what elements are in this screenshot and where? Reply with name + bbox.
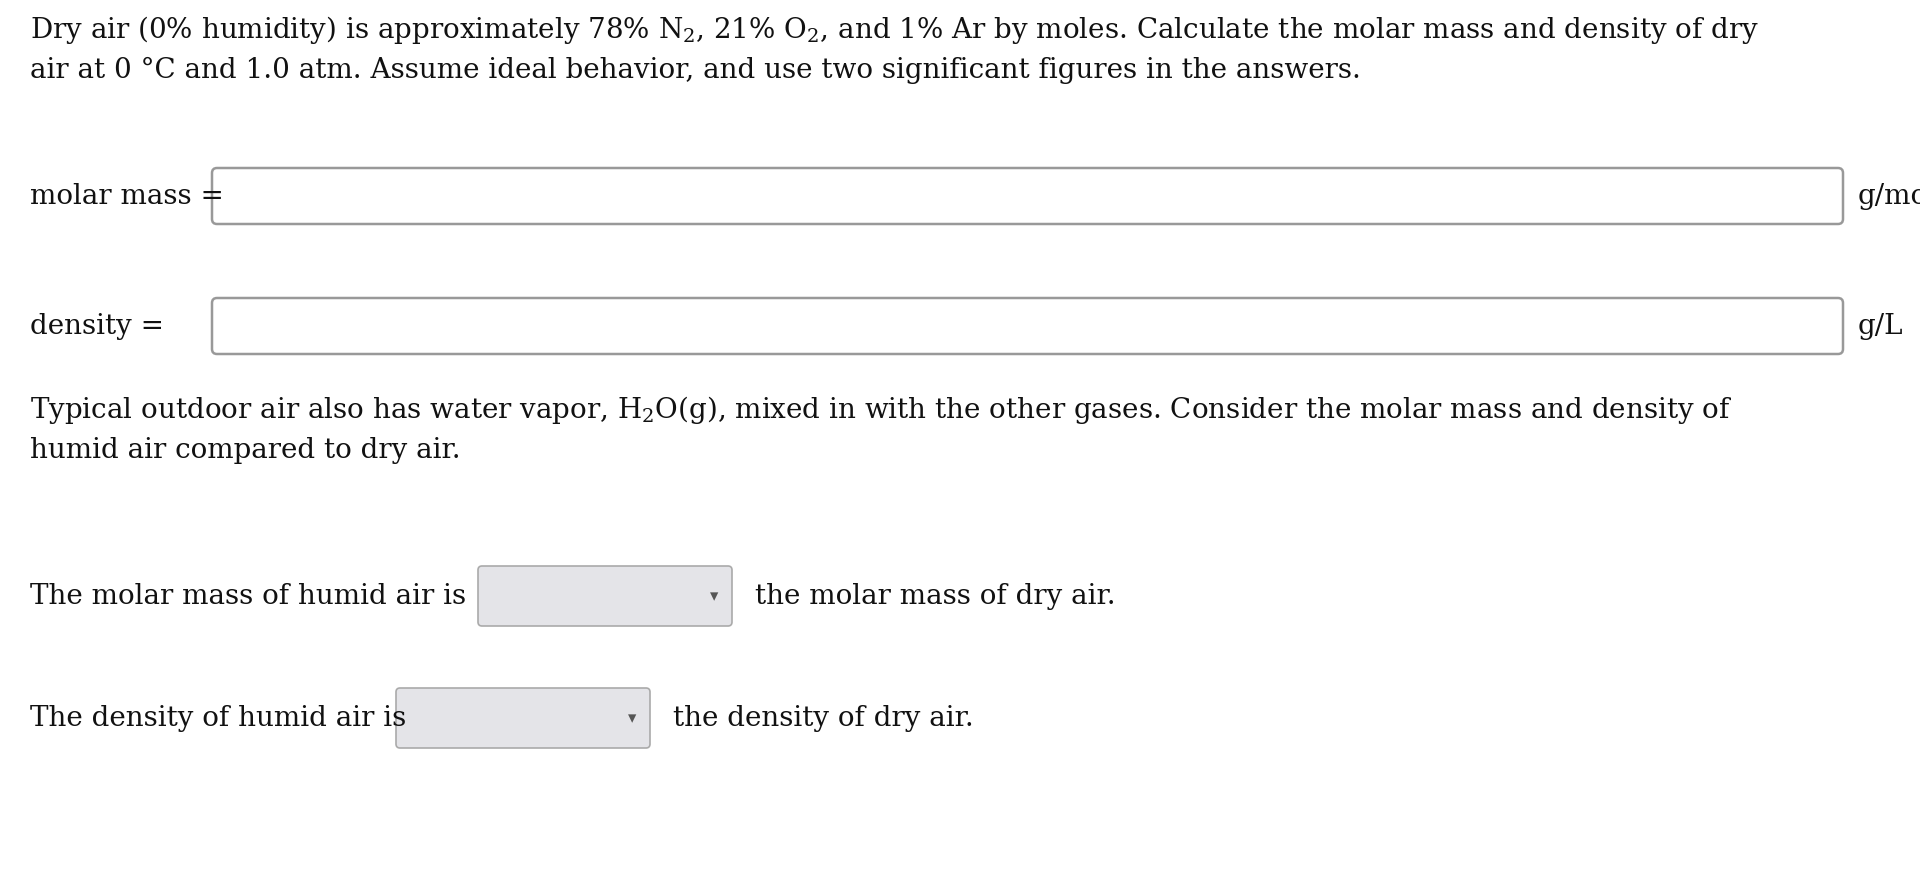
Text: density =: density =: [31, 313, 163, 339]
Text: the molar mass of dry air.: the molar mass of dry air.: [755, 582, 1116, 610]
FancyBboxPatch shape: [396, 688, 651, 748]
FancyBboxPatch shape: [478, 566, 732, 626]
Text: g/L: g/L: [1859, 313, 1903, 339]
Text: Dry air (0% humidity) is approximately 78% $\mathregular{N_2}$, 21% $\mathregula: Dry air (0% humidity) is approximately 7…: [31, 14, 1759, 46]
Text: The molar mass of humid air is: The molar mass of humid air is: [31, 582, 467, 610]
Text: molar mass =: molar mass =: [31, 183, 225, 209]
Text: the density of dry air.: the density of dry air.: [674, 704, 973, 732]
FancyBboxPatch shape: [211, 298, 1843, 354]
Text: g/mol: g/mol: [1859, 183, 1920, 209]
FancyBboxPatch shape: [211, 168, 1843, 224]
Text: The density of humid air is: The density of humid air is: [31, 704, 407, 732]
Text: ▾: ▾: [710, 587, 718, 605]
Text: air at 0 °C and 1.0 atm. Assume ideal behavior, and use two significant figures : air at 0 °C and 1.0 atm. Assume ideal be…: [31, 57, 1361, 84]
Text: humid air compared to dry air.: humid air compared to dry air.: [31, 437, 461, 464]
Text: Typical outdoor air also has water vapor, $\mathregular{H_2O}$(g), mixed in with: Typical outdoor air also has water vapor…: [31, 394, 1732, 426]
Text: ▾: ▾: [628, 709, 636, 727]
